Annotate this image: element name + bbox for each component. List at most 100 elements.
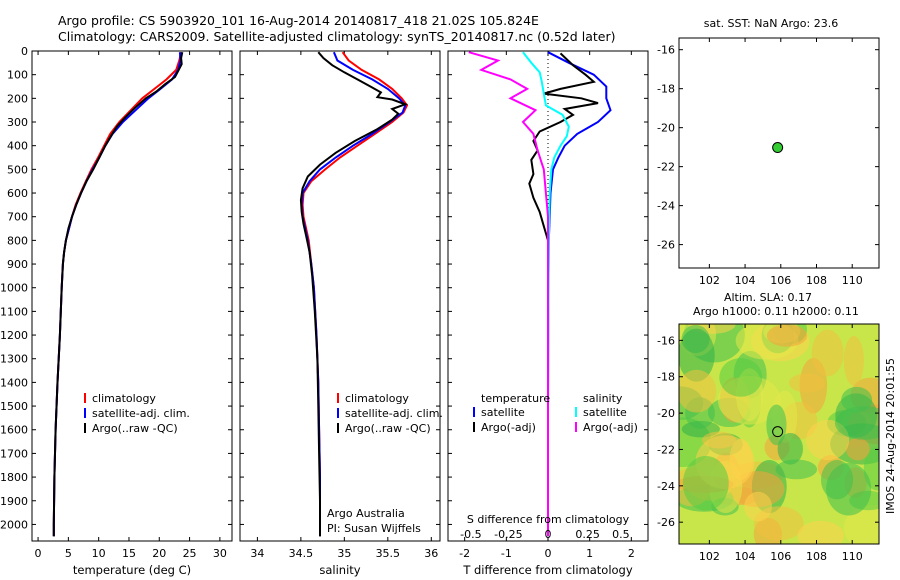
x-tick-label: 36 xyxy=(424,547,438,560)
depth-tick-label: 900 xyxy=(7,258,28,271)
x-axis-label: salinity xyxy=(319,563,360,577)
sla-blob xyxy=(777,432,804,465)
map-y-tick-label: -16 xyxy=(657,44,675,57)
map-sst_map-frame xyxy=(678,37,880,269)
sla-blob xyxy=(797,520,845,544)
depth-tick-label: 1500 xyxy=(0,400,28,413)
x-tick-label: 0 xyxy=(545,547,552,560)
depth-tick-label: 1400 xyxy=(0,376,28,389)
map-y-tick-label: -22 xyxy=(657,161,675,174)
map-y-tick-label: -24 xyxy=(657,480,675,493)
depth-tick-label: 100 xyxy=(7,69,28,82)
map-x-tick-label: 104 xyxy=(735,274,756,287)
depth-tick-label: 700 xyxy=(7,211,28,224)
sla-blob xyxy=(679,369,717,413)
x-tick-label: -2 xyxy=(459,547,470,560)
difference-legend-title: temperature xyxy=(481,392,550,405)
map-y-tick-label: -20 xyxy=(657,122,675,135)
difference-legend-title: salinity xyxy=(583,392,623,405)
map-y-tick-label: -24 xyxy=(657,200,675,213)
sla-blob xyxy=(843,335,864,386)
panel-difference-plot xyxy=(468,51,612,541)
panel-temperature-frame xyxy=(31,50,233,542)
salinity-legend-label: Argo(..raw -QC) xyxy=(345,422,431,435)
x-tick-label: 30 xyxy=(213,547,227,560)
series-satellite xyxy=(547,51,612,537)
sla-blob xyxy=(719,358,763,397)
map-y-tick-label: -18 xyxy=(657,83,675,96)
x-axis-label: temperature (deg C) xyxy=(73,563,191,577)
annotation-line-2: PI: Susan Wijffels xyxy=(327,522,421,535)
depth-tick-label: 1900 xyxy=(0,495,28,508)
series-argo-raw-qc- xyxy=(52,52,184,537)
argo-location-marker xyxy=(772,142,784,154)
difference-sal-legend-label: Argo(-adj) xyxy=(583,421,638,434)
x-tick-label: 0 xyxy=(35,547,42,560)
top-axis-label: S difference from climatology xyxy=(467,513,630,526)
header-line-1: Argo profile: CS 5903920_101 16-Aug-2014… xyxy=(58,13,539,28)
sla-map-title-1: Altim. SLA: 0.17 xyxy=(724,291,812,304)
map-x-tick-label: 102 xyxy=(699,550,720,563)
sla-blob xyxy=(682,455,729,511)
temperature-legend-label: Argo(..raw -QC) xyxy=(92,422,178,435)
sla-blob xyxy=(766,404,787,446)
map-x-tick-label: 110 xyxy=(842,550,863,563)
sla-blob xyxy=(845,437,870,461)
x-axis-label: T difference from climatology xyxy=(462,563,633,577)
map-x-tick-label: 106 xyxy=(770,550,791,563)
map-x-tick-label: 102 xyxy=(699,274,720,287)
depth-tick-label: 1000 xyxy=(0,282,28,295)
sla-blob xyxy=(766,324,808,347)
depth-tick-label: 1200 xyxy=(0,329,28,342)
panel-salinity-plot xyxy=(299,51,409,537)
x-tick-label: 34 xyxy=(250,547,264,560)
x-tick-label: 20 xyxy=(152,547,166,560)
top-tick-label: -0.25 xyxy=(494,528,522,541)
series-argo-adj- xyxy=(468,51,549,537)
depth-tick-label: 1600 xyxy=(0,424,28,437)
top-tick-label: 0.25 xyxy=(575,528,600,541)
panel-salinity-frame xyxy=(239,50,441,542)
depth-tick-label: 300 xyxy=(7,116,28,129)
top-tick-label: -0.5 xyxy=(460,528,481,541)
map-y-tick-label: -26 xyxy=(657,516,675,529)
depth-tick-label: 400 xyxy=(7,140,28,153)
difference-sal-legend-label: satellite xyxy=(583,406,627,419)
series-climatology xyxy=(301,51,409,537)
depth-tick-label: 1100 xyxy=(0,305,28,318)
depth-tick-label: 1300 xyxy=(0,353,28,366)
sla-field xyxy=(679,324,879,544)
panel-temperature-plot xyxy=(52,51,184,537)
sla-blob xyxy=(834,406,879,440)
temperature-legend-label: climatology xyxy=(92,392,156,405)
depth-tick-label: 0 xyxy=(21,45,28,58)
salinity-legend-label: climatology xyxy=(345,392,409,405)
temperature-legend-label: satellite-adj. clim. xyxy=(92,407,190,420)
annotation-line-1: Argo Australia xyxy=(327,507,405,520)
sla-blob xyxy=(775,459,818,480)
top-tick-label: 0.5 xyxy=(612,528,630,541)
difference-temp-legend-label: Argo(-adj) xyxy=(481,421,536,434)
map-y-tick-label: -22 xyxy=(657,443,675,456)
depth-tick-label: 600 xyxy=(7,187,28,200)
x-tick-label: 5 xyxy=(65,547,72,560)
sla-blob xyxy=(788,373,825,393)
sla-blob xyxy=(744,491,773,522)
map-x-tick-label: 104 xyxy=(735,550,756,563)
x-tick-label: 10 xyxy=(92,547,106,560)
map-y-tick-label: -20 xyxy=(657,407,675,420)
salinity-legend-label: satellite-adj. clim. xyxy=(345,407,443,420)
map-x-tick-label: 106 xyxy=(770,274,791,287)
depth-tick-label: 500 xyxy=(7,163,28,176)
map-y-tick-label: -26 xyxy=(657,239,675,252)
top-tick-label: 0 xyxy=(545,528,552,541)
map-sla_map-frame xyxy=(678,323,880,545)
sla-blob xyxy=(811,329,844,377)
map-x-tick-label: 108 xyxy=(806,274,827,287)
sla-blob xyxy=(841,386,873,413)
sst-map-title: sat. SST: NaN Argo: 23.6 xyxy=(704,17,838,30)
difference-temp-legend-label: satellite xyxy=(481,406,525,419)
x-tick-label: 35 xyxy=(337,547,351,560)
map-x-tick-label: 108 xyxy=(806,550,827,563)
